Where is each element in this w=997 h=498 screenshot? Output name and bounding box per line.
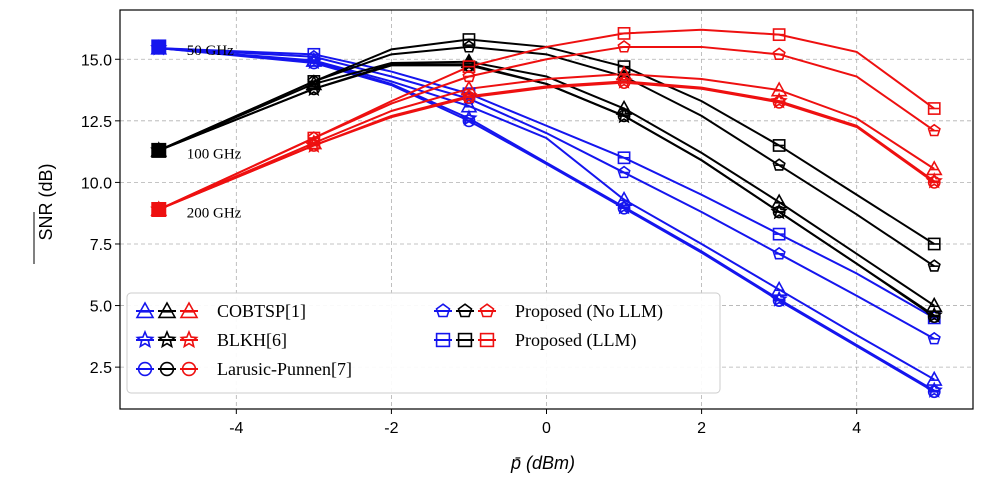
series-line <box>158 28 935 211</box>
series-line <box>158 38 935 245</box>
legend-label: Proposed (No LLM) <box>515 301 663 322</box>
marker-pentagon <box>772 158 786 171</box>
start-point-marker <box>151 142 167 158</box>
series-line <box>158 45 935 211</box>
series-line <box>158 47 935 340</box>
bandwidth-annotation: 200 GHz <box>187 206 242 222</box>
y-tick-label: 5.0 <box>90 299 112 316</box>
y-axis-title-group: SNR (dB) <box>33 163 56 264</box>
marker-triangle <box>460 80 478 96</box>
series-line <box>158 60 935 307</box>
x-tick-label: -4 <box>229 420 243 437</box>
x-tick-label: 0 <box>542 420 551 437</box>
x-tick-label: 2 <box>697 420 706 437</box>
legend-label: COBTSP[1] <box>217 301 306 321</box>
legend: COBTSP[1] BLKH[6] Larusic-Punnen[7] Propose… <box>126 292 721 394</box>
legend-box <box>126 292 721 394</box>
marker-triangle <box>770 193 788 209</box>
bandwidth-annotation: 50 GHz <box>187 43 234 59</box>
marker-pentagon <box>772 246 786 260</box>
series-line <box>158 47 935 381</box>
marker-pentagon <box>927 123 941 137</box>
marker-pentagon <box>772 47 786 60</box>
legend-label: BLKH[6] <box>217 330 287 350</box>
legend-label: Proposed (LLM) <box>515 330 636 351</box>
marker-pentagon <box>927 331 941 345</box>
marker-triangle <box>157 301 177 319</box>
marker-pentagon <box>462 69 476 83</box>
start-point-marker <box>151 202 167 217</box>
y-tick-label: 2.5 <box>90 360 112 377</box>
series-line <box>158 81 935 211</box>
marker-triangle <box>615 191 633 207</box>
marker-star <box>135 329 155 349</box>
x-tick-label: -2 <box>384 420 398 437</box>
bandwidth-annotations: 50 GHz 100 GHz 200 GHz <box>187 43 242 222</box>
series-line <box>158 73 935 211</box>
marker-triangle <box>615 65 633 81</box>
axis-ticks: -4 -2 0 2 4 2.5 5.0 7.5 10.0 12.5 15.0 <box>81 52 861 437</box>
marker-triangle <box>135 301 155 319</box>
marker-pentagon <box>435 303 451 318</box>
legend-label: Larusic-Punnen[7] <box>217 359 352 379</box>
marker-pentagon <box>617 40 631 53</box>
bandwidth-annotation: 100 GHz <box>187 146 242 162</box>
marker-triangle <box>179 301 199 319</box>
y-tick-label: 10.0 <box>81 175 112 192</box>
start-point-marker <box>151 39 167 55</box>
marker-triangle <box>615 99 633 115</box>
marker-pentagon <box>617 165 631 179</box>
series-line <box>158 64 935 318</box>
y-tick-label: 12.5 <box>81 114 112 131</box>
x-axis-title: p̄ (dBm) <box>510 453 575 473</box>
marker-pentagon <box>927 259 941 272</box>
series-line <box>158 47 935 319</box>
x-tick-label: 4 <box>852 420 861 437</box>
marker-star <box>157 329 177 349</box>
marker-pentagon <box>457 303 473 318</box>
series-line <box>158 45 935 267</box>
marker-pentagon <box>479 303 495 318</box>
series-lines <box>158 28 935 393</box>
series-markers <box>150 26 943 399</box>
y-tick-label: 15.0 <box>81 52 112 69</box>
y-axis-title: SNR (dB) <box>36 163 56 240</box>
marker-star <box>179 329 199 349</box>
y-tick-label: 7.5 <box>90 237 112 254</box>
